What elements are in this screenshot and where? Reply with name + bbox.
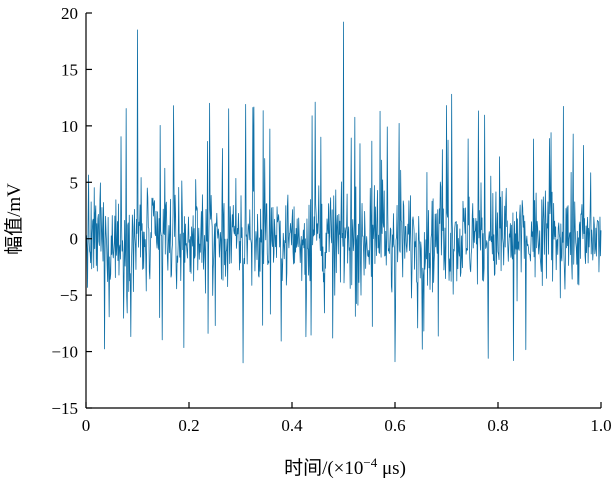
y-tick-label: 15: [61, 60, 78, 79]
y-tick-label: 5: [70, 173, 79, 192]
y-tick-label: 10: [61, 117, 78, 136]
x-ticks: 0 0.2 0.4 0.6 0.8 1.0: [82, 402, 612, 435]
x-axis-title: 时间/(×10−4 μs): [284, 455, 406, 479]
x-tick-label: 0: [82, 416, 91, 435]
y-axis-title: 幅值/mV: [3, 183, 25, 255]
y-tick-label: −15: [51, 399, 78, 418]
y-ticks: −15 −10 −5 0 5 10 15 20: [51, 4, 92, 418]
y-tick-label: −10: [51, 343, 78, 362]
signal-series-line: [85, 21, 602, 364]
x-tick-label: 0.8: [487, 416, 508, 435]
axes-layer: [85, 13, 601, 409]
y-tick-label: 0: [70, 230, 79, 249]
x-tick-label: 0.6: [384, 416, 405, 435]
x-tick-label: 0.4: [281, 416, 303, 435]
x-tick-label: 1.0: [590, 416, 611, 435]
x-tick-label: 0.2: [178, 416, 199, 435]
y-tick-label: −5: [60, 286, 78, 305]
y-tick-label: 20: [61, 4, 78, 23]
series-layer: [85, 21, 602, 364]
